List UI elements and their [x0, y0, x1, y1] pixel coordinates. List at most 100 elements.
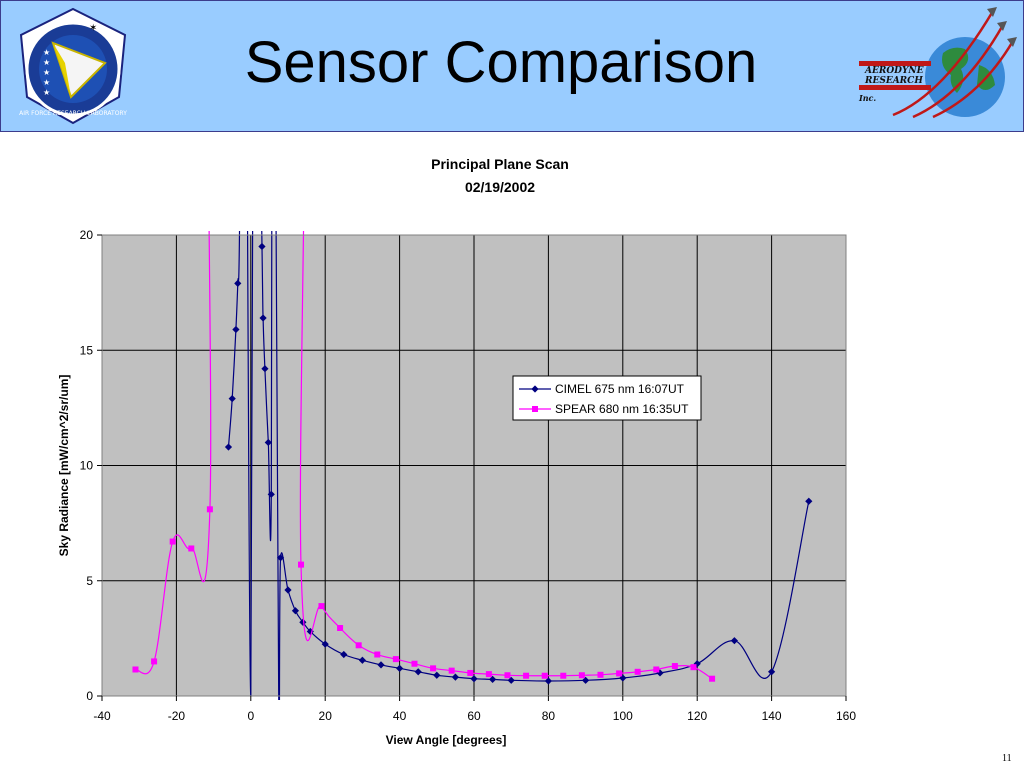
data-point — [805, 497, 813, 505]
data-point — [634, 668, 641, 675]
data-point — [451, 673, 459, 681]
data-point — [470, 675, 478, 683]
x-tick-label: 160 — [836, 709, 856, 723]
svg-text:★: ★ — [43, 88, 50, 97]
data-point — [560, 672, 567, 679]
data-point — [578, 672, 585, 679]
data-point — [276, 554, 285, 562]
data-point — [430, 665, 437, 672]
y-tick-label: 15 — [80, 343, 94, 357]
data-point — [582, 676, 590, 684]
logo-line-1: AERODYNE — [864, 66, 924, 76]
slide-header: ★ ★ ★ ★ ★ ✶ AIR FORCE RESEARCH LABORATORY S… — [0, 0, 1024, 132]
data-point — [169, 538, 176, 545]
air-force-research-laboratory-logo: ★★★ ★★ ✶ AIR FORCE RESEARCH LABORATORY — [19, 7, 127, 125]
x-axis-label: View Angle [degrees] — [386, 733, 507, 747]
data-point — [258, 242, 266, 251]
svg-text:★: ★ — [43, 68, 50, 77]
data-point — [485, 671, 492, 678]
x-tick-label: 40 — [393, 709, 407, 723]
data-point — [616, 670, 623, 677]
data-point — [291, 607, 300, 615]
data-point — [768, 668, 776, 676]
data-point — [284, 586, 292, 594]
x-tick-label: 100 — [613, 709, 633, 723]
logo-line-3: Inc. — [858, 93, 876, 103]
data-point — [321, 640, 329, 648]
x-tick-label: 140 — [762, 709, 782, 723]
data-point — [541, 672, 548, 679]
data-point — [544, 677, 552, 685]
data-point — [504, 672, 511, 679]
svg-text:★: ★ — [43, 78, 50, 87]
data-point — [355, 642, 362, 649]
data-point — [228, 395, 236, 403]
data-point — [730, 637, 738, 645]
data-point — [259, 314, 267, 322]
chart-title: Principal Plane Scan — [431, 156, 569, 172]
data-point — [597, 671, 604, 678]
aerodyne-research-logo: AERODYNE RESEARCH Inc. — [858, 7, 1017, 119]
data-point — [377, 661, 385, 669]
y-tick-label: 5 — [86, 574, 93, 588]
data-point — [374, 651, 381, 658]
x-tick-label: 120 — [687, 709, 707, 723]
data-point — [693, 660, 701, 668]
x-tick-label: -40 — [93, 709, 111, 723]
data-point — [507, 676, 515, 684]
data-point — [132, 666, 139, 673]
x-tick-label: 60 — [467, 709, 481, 723]
chart-subtitle: 02/19/2002 — [464, 179, 536, 195]
y-tick-label: 20 — [80, 228, 94, 242]
data-point — [264, 438, 272, 447]
data-point — [433, 671, 441, 679]
data-point — [224, 443, 233, 451]
y-tick-label: 10 — [80, 459, 94, 473]
logo-lettering: AIR FORCE RESEARCH LABORATORY — [19, 110, 127, 117]
x-tick-label: 80 — [542, 709, 556, 723]
data-point — [299, 618, 307, 626]
svg-text:★: ★ — [43, 48, 50, 57]
x-tick-label: 20 — [319, 709, 333, 723]
data-point — [467, 669, 474, 676]
x-tick-label: -20 — [168, 709, 186, 723]
data-point — [232, 325, 240, 334]
data-point — [188, 545, 195, 552]
data-point — [318, 603, 325, 610]
legend-marker — [532, 406, 538, 412]
legend-box — [512, 375, 702, 421]
data-point — [267, 490, 275, 498]
data-point — [656, 669, 664, 677]
series-line-cimel — [227, 231, 810, 700]
data-point — [448, 667, 455, 674]
data-point — [392, 656, 399, 663]
data-point — [489, 675, 497, 684]
data-point — [234, 279, 242, 288]
data-point — [206, 506, 213, 513]
legend-marker — [531, 385, 539, 393]
data-point — [414, 668, 422, 676]
data-point — [298, 561, 305, 568]
data-point — [709, 675, 716, 682]
data-point — [411, 660, 418, 667]
legend-entry: CIMEL 675 nm 16:07UT — [555, 382, 685, 396]
svg-text:★: ★ — [43, 58, 50, 67]
logo-line-2: RESEARCH — [864, 76, 923, 86]
data-point — [306, 627, 314, 636]
data-point — [396, 664, 404, 672]
y-axis-label: Sky Radiance [mW/cm^2/sr/um] — [57, 375, 71, 557]
data-point — [151, 658, 158, 665]
data-point — [340, 650, 348, 659]
data-point — [261, 365, 269, 373]
data-point — [358, 656, 366, 664]
legend-entry: SPEAR 680 nm 16:35UT — [555, 402, 689, 416]
data-point — [523, 672, 530, 679]
data-point — [671, 663, 678, 670]
slide-number: 11 — [1002, 753, 1012, 764]
data-point — [690, 664, 697, 671]
data-point — [653, 666, 660, 673]
y-tick-label: 0 — [86, 689, 93, 703]
data-point — [337, 625, 344, 632]
svg-text:✶: ✶ — [89, 23, 97, 34]
